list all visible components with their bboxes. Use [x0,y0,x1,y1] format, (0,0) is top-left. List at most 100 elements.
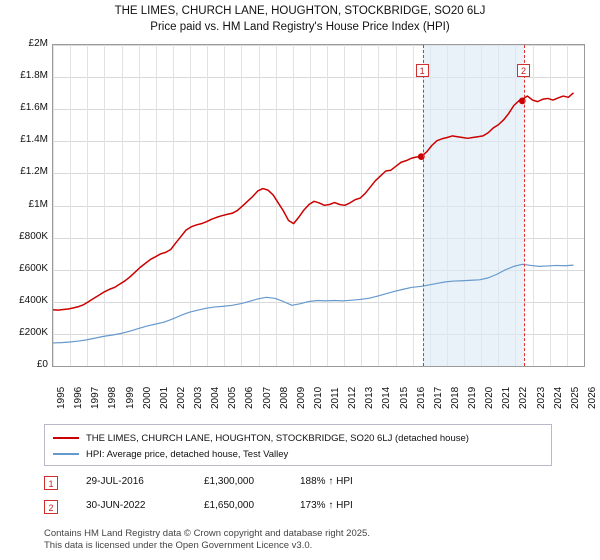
gridline-vertical [292,45,294,366]
gridline-vertical [172,45,174,366]
line-series-hpi [53,263,574,344]
plot-area [52,44,585,367]
event-price: £1,300,000 [204,476,255,487]
x-axis-tick-label: 2012 [347,386,359,409]
chart-title-block: THE LIMES, CHURCH LANE, HOUGHTON, STOCKB… [0,3,600,35]
gridline-vertical [412,45,414,366]
chart-legend: THE LIMES, CHURCH LANE, HOUGHTON, STOCKB… [44,424,552,466]
footer-line-1: Contains HM Land Registry data © Crown c… [44,528,370,539]
x-axis-tick-label: 2001 [158,386,170,409]
y-axis-tick-label: £1.2M [20,166,48,178]
event-marker-label: 2 [517,64,531,77]
legend-label-property: THE LIMES, CHURCH LANE, HOUGHTON, STOCKB… [86,432,469,444]
x-axis-tick-label: 2019 [467,386,479,409]
x-axis-labels: 1995 1996 1997 1998 1999 2000 2001 2002 2003 2004… [52,369,598,413]
x-axis-tick-label: 2020 [484,386,496,409]
y-axis-tick-label: £400K [19,294,48,306]
x-axis-tick-label: 2003 [193,386,205,409]
page-title: THE LIMES, CHURCH LANE, HOUGHTON, STOCKB… [114,5,486,17]
y-axis-tick-label: £1M [28,198,48,210]
x-axis-tick-label: 1999 [124,386,136,409]
y-axis-tick-label: £1.4M [20,134,48,146]
event-date: 29-JUL-2016 [86,476,144,487]
gridline-vertical [275,45,277,366]
y-axis-tick-label: £600K [19,262,48,274]
x-axis-tick-label: 2006 [244,386,256,409]
x-axis-tick-label: 2021 [501,386,513,409]
x-axis-tick-label: 2002 [175,386,187,409]
gridline-vertical [138,45,140,366]
x-axis-tick-label: 2018 [449,386,461,409]
y-axis-tick-label: £1.8M [20,70,48,82]
y-axis-tick-label: £0 [36,359,48,370]
gridline-vertical [258,45,260,366]
line-series-property [53,92,574,311]
gridline-horizontal [53,269,584,271]
gridline-horizontal [53,173,584,175]
x-axis-tick-label: 2005 [227,386,239,409]
event-vertical-line [422,45,424,366]
gridline-horizontal [53,205,584,207]
legend-item-property: THE LIMES, CHURCH LANE, HOUGHTON, STOCKB… [53,431,469,445]
x-axis-tick-label: 1997 [90,386,102,409]
x-axis-tick-label: 2023 [535,386,547,409]
gridline-vertical [53,45,54,366]
event-marker-label: 1 [415,64,429,77]
footer-attribution: Contains HM Land Registry data © Crown c… [44,528,584,552]
gridline-vertical [309,45,311,366]
gridline-horizontal [53,301,584,303]
x-axis-tick-label: 2016 [415,386,427,409]
table-row: 2 30-JUN-2022 £1,650,000 173% ↑ HPI [44,498,552,522]
gridline-horizontal [53,237,584,239]
y-axis-tick-label: £1.6M [20,102,48,114]
gridline-vertical [241,45,243,366]
x-axis-tick-label: 2007 [261,386,273,409]
x-axis-tick-label: 2025 [569,386,581,409]
legend-swatch-red [53,437,79,439]
y-axis-tick-label: £2M [28,38,48,49]
gridline-vertical [549,45,551,366]
table-row: 1 29-JUL-2016 £1,300,000 188% ↑ HPI [44,474,552,498]
x-axis-tick-label: 2011 [330,387,342,409]
event-number-badge: 2 [44,500,58,514]
event-hpi-delta: 188% ↑ HPI [300,476,353,487]
x-axis-tick-label: 1998 [107,386,119,409]
x-axis-tick-label: 2017 [432,386,444,409]
gridline-vertical [207,45,209,366]
event-table: 1 29-JUL-2016 £1,300,000 188% ↑ HPI 2 30… [44,474,552,522]
y-axis-tick-label: £800K [19,230,48,242]
page-subtitle: Price paid vs. HM Land Registry's House … [150,21,450,33]
gridline-vertical [104,45,106,366]
legend-label-hpi: HPI: Average price, detached house, Test… [86,448,289,460]
gridline-vertical [190,45,192,366]
event-number-badge: 1 [44,476,58,490]
gridline-vertical [584,45,585,366]
gridline-vertical [155,45,157,366]
x-axis-tick-label: 2014 [381,386,393,409]
gridline-vertical [121,45,123,366]
gridline-horizontal [53,109,584,111]
gridline-vertical [378,45,380,366]
gridline-horizontal [53,366,584,367]
y-axis-labels: £0 £200K £400K £600K £800K £1M £1.2M £1.4M £1.6M… [0,38,48,370]
gridline-vertical [395,45,397,366]
x-axis-tick-label: 1996 [73,386,85,409]
event-hpi-delta: 173% ↑ HPI [300,500,353,511]
gridline-vertical [70,45,72,366]
highlight-band-rect [422,45,525,366]
gridline-vertical [532,45,534,366]
legend-item-hpi: HPI: Average price, detached house, Test… [53,447,288,461]
gridline-vertical [566,45,568,366]
series-lines [53,92,574,344]
gridline-vertical [224,45,226,366]
event-data-point [518,97,526,105]
x-axis-tick-label: 2013 [364,386,376,409]
x-axis-tick-label: 2022 [518,386,530,409]
x-axis-tick-label: 2026 [587,386,598,409]
x-axis-tick-label: 2010 [312,386,324,409]
event-date: 30-JUN-2022 [86,500,146,511]
footer-line-2: This data is licensed under the Open Gov… [44,540,313,551]
x-axis-tick-label: 2004 [210,386,222,409]
gridline-horizontal [53,77,584,79]
